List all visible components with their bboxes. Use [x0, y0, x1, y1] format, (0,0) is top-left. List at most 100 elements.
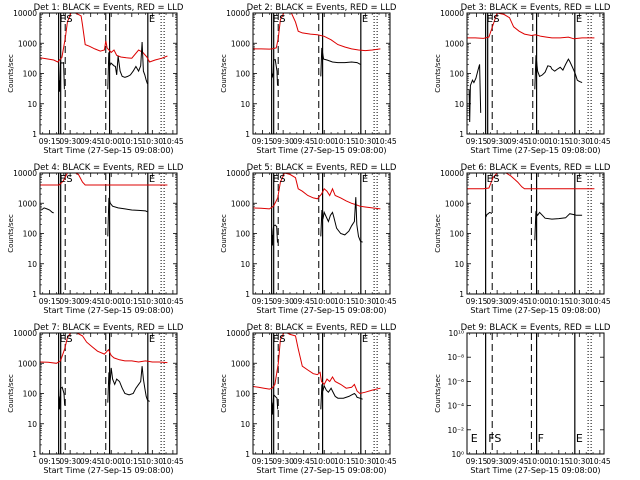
x-tick-label: 09:30	[486, 137, 508, 146]
x-axis-label: Start Time (27-Sep-15 09:08:00)	[43, 306, 173, 315]
marker-label: E	[362, 174, 368, 185]
panel-det-3: Det 3: BLACK = Events, RED = LLD 1 10 100 10…	[434, 3, 611, 155]
marker-label: E	[471, 432, 478, 445]
events-series-line	[320, 47, 361, 77]
y-axis-label: Counts/sec	[7, 214, 15, 253]
y-axis-label: Counts/sec	[7, 54, 15, 93]
panel-frame	[39, 172, 178, 295]
lld-series-line	[467, 13, 595, 40]
x-tick-label: 09:15	[252, 297, 274, 306]
y-axis-label: Counts/sec	[434, 214, 442, 253]
x-tick-label: 10:15	[548, 297, 570, 306]
events-series-line	[271, 394, 275, 415]
marker-label: S	[66, 334, 72, 345]
y-axis-label: Counts/sec	[220, 54, 228, 93]
y-tick-label: 10000	[13, 9, 37, 18]
x-axis-label: Start Time (27-Sep-15 09:08:00)	[256, 466, 386, 475]
y-tick-label: 1	[32, 290, 37, 299]
x-tick-label: 10:45	[375, 457, 397, 466]
x-tick-label: 10:30	[569, 457, 591, 466]
panel-det-4: Det 4: BLACK = Events, RED = LLD 1 10 100 10…	[7, 163, 184, 315]
x-tick-label: 10:45	[375, 137, 397, 146]
events-series-line	[58, 62, 61, 92]
x-tick-label: 10:45	[589, 297, 611, 306]
y-tick-label: 10	[240, 260, 250, 269]
panel-title: Det 9: BLACK = Events, RED = LLD	[461, 323, 611, 333]
x-tick-label: 09:30	[486, 457, 508, 466]
lld-series-line	[467, 173, 595, 190]
lld-series-line	[253, 333, 381, 395]
x-tick-label: 09:30	[59, 457, 81, 466]
x-tick-label: 10:00	[100, 137, 122, 146]
y-tick-label: 10000	[440, 169, 464, 178]
x-tick-label: 09:15	[39, 137, 61, 146]
x-tick-label: 10:45	[162, 137, 184, 146]
marker-label: E	[487, 14, 493, 25]
events-series-line	[273, 58, 278, 86]
x-tick-label: 10:00	[527, 297, 549, 306]
y-tick-label: 10¹⁰	[448, 329, 464, 338]
x-tick-label: 10:00	[527, 457, 549, 466]
events-series-line	[58, 388, 61, 410]
x-tick-label: 10:30	[355, 137, 377, 146]
x-tick-label: 09:15	[39, 457, 61, 466]
marker-label: E	[362, 334, 368, 345]
y-tick-label: 100	[236, 230, 251, 239]
x-tick-label: 09:45	[507, 457, 529, 466]
x-axis-label: Start Time (27-Sep-15 09:08:00)	[470, 466, 600, 475]
x-tick-label: 09:15	[39, 297, 61, 306]
x-tick-label: 10:15	[121, 457, 143, 466]
events-series-line	[41, 207, 54, 214]
marker-label: E	[149, 334, 155, 345]
y-tick-label: 10	[27, 420, 37, 429]
marker-label: E	[576, 432, 583, 445]
panel-frame	[466, 12, 605, 135]
y-tick-label: 1000	[445, 199, 464, 208]
y-tick-label: 10000	[13, 329, 37, 338]
y-tick-label: 10⁻²	[447, 426, 464, 435]
y-tick-label: 10	[27, 260, 37, 269]
marker-label: E	[576, 174, 582, 185]
panel-det-9: Det 9: BLACK = Events, RED = LLD 10⁰ 10⁻² 1…	[434, 323, 611, 475]
x-tick-label: 09:30	[486, 297, 508, 306]
marker-label: E	[576, 14, 582, 25]
marker-label: E	[60, 334, 66, 345]
x-tick-label: 10:15	[121, 297, 143, 306]
events-series-line	[468, 64, 482, 123]
events-series-line	[320, 197, 363, 243]
panel-det-6: Det 6: BLACK = Events, RED = LLD 1 10 100 10…	[434, 163, 611, 315]
marker-label: S	[66, 174, 72, 185]
x-tick-label: 10:15	[548, 137, 570, 146]
x-axis-label: Start Time (27-Sep-15 09:08:00)	[43, 146, 173, 155]
panel-det-8: Det 8: BLACK = Events, RED = LLD 1 10 100 10…	[220, 323, 397, 475]
x-tick-label: 10:30	[142, 137, 164, 146]
x-axis-label: Start Time (27-Sep-15 09:08:00)	[256, 146, 386, 155]
marker-label: E	[487, 174, 493, 185]
y-tick-label: 1000	[445, 39, 464, 48]
y-tick-label: 10⁻⁶	[447, 377, 464, 386]
events-series-line	[60, 386, 66, 406]
marker-label: S	[279, 334, 285, 345]
y-tick-label: 100	[23, 390, 38, 399]
x-axis-label: Start Time (27-Sep-15 09:08:00)	[43, 466, 173, 475]
y-tick-label: 10	[240, 420, 250, 429]
y-tick-label: 1	[32, 130, 37, 139]
panel-frame	[252, 332, 391, 455]
panel-title: Det 4: BLACK = Events, RED = LLD	[34, 163, 184, 173]
x-tick-label: 10:45	[589, 137, 611, 146]
x-axis-label: Start Time (27-Sep-15 09:08:00)	[470, 306, 600, 315]
x-axis-label: Start Time (27-Sep-15 09:08:00)	[256, 306, 386, 315]
panel-frame	[466, 172, 605, 295]
x-tick-label: 09:45	[293, 457, 315, 466]
panel-title: Det 8: BLACK = Events, RED = LLD	[247, 323, 397, 333]
marker-label: E	[362, 14, 368, 25]
panel-frame	[252, 172, 391, 295]
x-tick-label: 09:45	[80, 297, 102, 306]
x-tick-label: 10:15	[548, 457, 570, 466]
x-tick-label: 10:15	[334, 297, 356, 306]
x-tick-label: 09:45	[507, 137, 529, 146]
x-axis-label: Start Time (27-Sep-15 09:08:00)	[470, 146, 600, 155]
lld-series-line	[40, 173, 168, 186]
panel-title: Det 3: BLACK = Events, RED = LLD	[461, 3, 611, 13]
